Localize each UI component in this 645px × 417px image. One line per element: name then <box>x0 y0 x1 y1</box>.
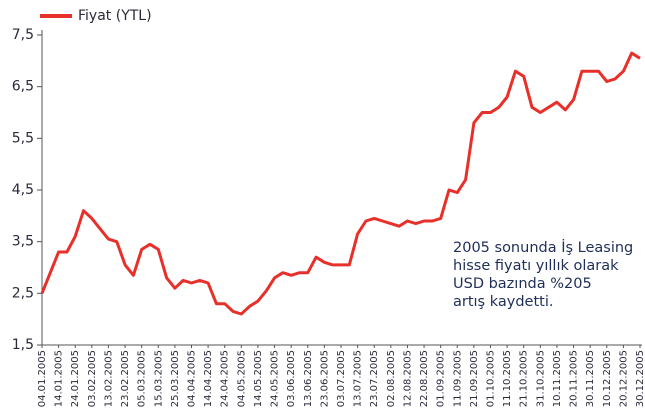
x-tick-label: 22.08.2005 <box>419 350 430 407</box>
x-tick-label: 23.07.2005 <box>369 350 380 407</box>
x-tick-label: 25.03.2005 <box>170 350 181 407</box>
x-tick-label: 14.04.2005 <box>203 350 214 407</box>
x-tick-label: 11.09.2005 <box>452 350 463 407</box>
x-tick-label: 04.01.2005 <box>37 350 48 407</box>
x-tick-label: 24.01.2005 <box>70 350 81 407</box>
y-tick-label: 7,5 <box>12 27 34 43</box>
x-tick-label: 10.12.2005 <box>602 350 613 407</box>
x-tick-label: 15.03.2005 <box>153 350 164 407</box>
x-tick-label: 04.05.2005 <box>236 350 247 407</box>
x-tick-label: 05.03.2005 <box>137 350 148 407</box>
x-tick-label: 02.08.2005 <box>386 350 397 407</box>
x-tick-label: 10.11.2005 <box>552 350 563 407</box>
x-tick-label: 21.09.2005 <box>469 350 480 407</box>
x-tick-label: 14.05.2005 <box>253 350 264 407</box>
y-tick-label: 6,5 <box>12 79 34 95</box>
x-tick-label: 03.06.2005 <box>286 350 297 407</box>
y-tick-label: 1,5 <box>12 337 34 353</box>
x-tick-label: 13.06.2005 <box>303 350 314 407</box>
annotation: artış kaydetti. <box>453 294 553 310</box>
y-tick-label: 3,5 <box>12 234 34 250</box>
x-tick-label: 14.01.2005 <box>54 350 65 407</box>
y-tick-label: 5,5 <box>12 130 34 146</box>
y-tick-label: 2,5 <box>12 285 34 301</box>
x-tick-label: 11.10.2005 <box>502 350 513 407</box>
x-tick-label: 03.02.2005 <box>87 350 98 407</box>
price-line <box>40 51 641 316</box>
x-tick-label: 12.08.2005 <box>402 350 413 407</box>
x-tick-label: 21.10.2005 <box>519 350 530 407</box>
x-tick-label: 03.07.2005 <box>336 350 347 407</box>
x-tick-label: 23.06.2005 <box>319 350 330 407</box>
legend-label: Fiyat (YTL) <box>78 8 152 24</box>
x-tick-label: 30.12.2005 <box>635 350 645 407</box>
x-tick-label: 01.10.2005 <box>486 350 497 407</box>
annotation: USD bazında %205 <box>453 276 592 292</box>
x-tick-label: 23.02.2005 <box>120 350 131 407</box>
x-tick-label: 04.04.2005 <box>187 350 198 407</box>
x-tick-label: 13.07.2005 <box>353 350 364 407</box>
x-tick-label: 31.10.2005 <box>535 350 546 407</box>
annotation: 2005 sonunda İş Leasing <box>453 238 633 256</box>
x-tick-label: 24.05.2005 <box>270 350 281 407</box>
x-tick-label: 24.04.2005 <box>220 350 231 407</box>
x-tick-label: 30.11.2005 <box>585 350 596 407</box>
y-tick-label: 4,5 <box>12 182 34 198</box>
x-tick-label: 01.09.2005 <box>436 350 447 407</box>
annotation: hisse fiyatı yıllık olarak <box>453 258 619 274</box>
x-tick-label: 13.02.2005 <box>103 350 114 407</box>
x-tick-label: 20.12.2005 <box>618 350 629 407</box>
x-tick-label: 20.11.2005 <box>569 350 580 407</box>
